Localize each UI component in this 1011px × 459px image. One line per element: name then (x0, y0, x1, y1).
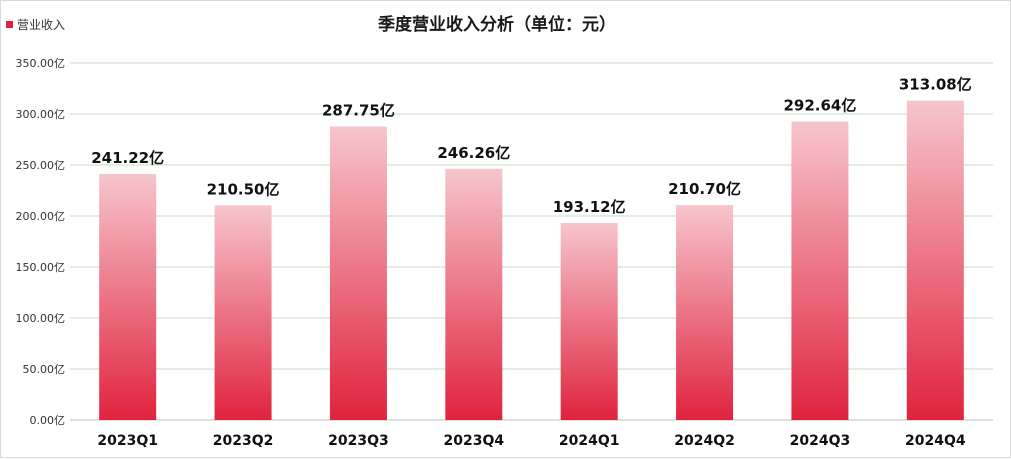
y-tick-label: 250.00亿 (16, 159, 66, 172)
y-tick-label: 0.00亿 (30, 414, 66, 427)
x-tick-label: 2024Q3 (790, 433, 851, 449)
bar (676, 205, 734, 420)
y-tick-label: 300.00亿 (16, 108, 66, 121)
x-axis-ticks: 2023Q1 2023Q2 2023Q3 2023Q4 2024Q1 2024Q2 2024… (97, 433, 965, 449)
legend-swatch (6, 21, 13, 28)
data-label: 210.70亿 (668, 180, 741, 198)
y-tick-label: 150.00亿 (16, 261, 66, 274)
x-tick-label: 2023Q1 (97, 433, 158, 449)
bars (99, 100, 964, 421)
bar (329, 126, 387, 421)
bar (560, 223, 618, 420)
y-tick-label: 200.00亿 (16, 210, 66, 223)
chart-title: 季度营业收入分析（单位：元） (378, 14, 616, 35)
data-labels: 241.22亿 210.50亿 287.75亿 246.26亿 193.12亿 210.7… (91, 76, 972, 216)
x-tick-label: 2024Q4 (905, 433, 966, 449)
x-tick-label: 2024Q1 (559, 433, 620, 449)
bar (99, 173, 157, 420)
data-label: 241.22亿 (91, 149, 164, 167)
data-label: 287.75亿 (322, 101, 395, 119)
data-label: 210.50亿 (207, 180, 280, 198)
data-label: 246.26亿 (437, 144, 510, 162)
legend: 营业收入 (6, 18, 65, 32)
y-tick-label: 350.00亿 (16, 57, 66, 70)
data-label: 292.64亿 (783, 97, 856, 115)
bar (906, 100, 964, 421)
data-label: 193.12亿 (553, 198, 626, 216)
bar (214, 205, 272, 420)
x-tick-label: 2023Q3 (328, 433, 389, 449)
legend-label: 营业收入 (17, 18, 65, 32)
y-tick-label: 100.00亿 (16, 312, 66, 325)
x-tick-label: 2023Q2 (213, 433, 274, 449)
gridlines (70, 62, 993, 421)
x-tick-label: 2024Q2 (674, 433, 735, 449)
x-tick-label: 2023Q4 (444, 433, 505, 449)
bar (445, 168, 503, 420)
y-tick-label: 50.00亿 (23, 363, 66, 376)
bar (791, 121, 849, 420)
data-label: 313.08亿 (899, 76, 972, 94)
y-axis-ticks: 0.00亿 50.00亿 100.00亿 150.00亿 200.00亿 250.00亿 3… (16, 57, 66, 427)
